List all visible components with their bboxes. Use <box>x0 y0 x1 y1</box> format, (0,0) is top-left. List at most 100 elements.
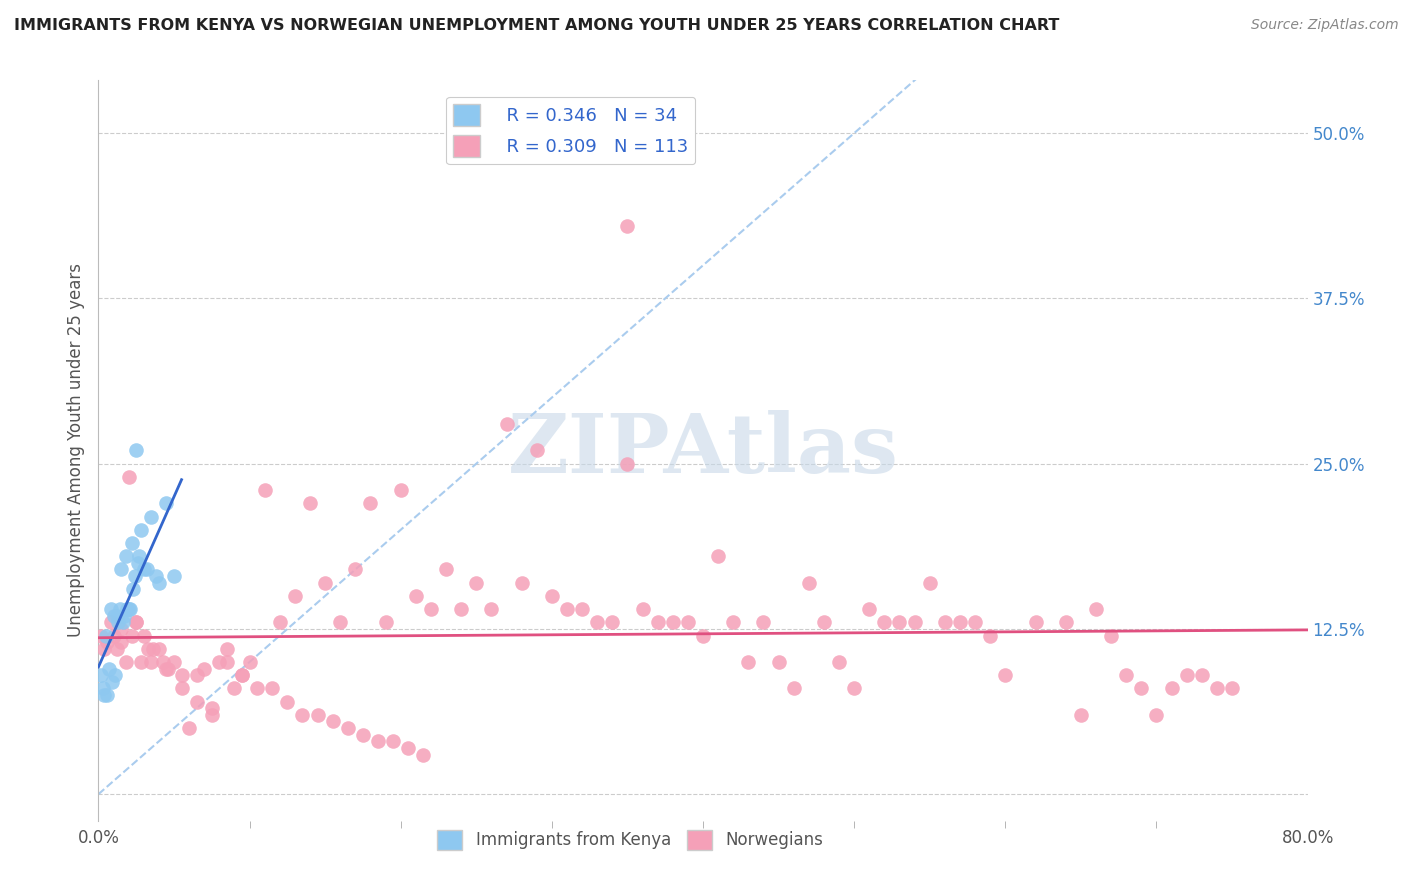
Point <box>307 707 329 722</box>
Point <box>367 734 389 748</box>
Point <box>1115 668 1137 682</box>
Point <box>122 582 145 597</box>
Point <box>602 615 624 630</box>
Text: IMMIGRANTS FROM KENYA VS NORWEGIAN UNEMPLOYMENT AMONG YOUTH UNDER 25 YEARS CORRE: IMMIGRANTS FROM KENYA VS NORWEGIAN UNEMP… <box>14 18 1060 33</box>
Point <box>873 615 896 630</box>
Point <box>125 615 148 630</box>
Point <box>239 655 262 669</box>
Point <box>707 549 730 564</box>
Y-axis label: Unemployment Among Youth under 25 years: Unemployment Among Youth under 25 years <box>66 263 84 638</box>
Point <box>253 483 276 497</box>
Point <box>1070 707 1092 722</box>
Point <box>120 602 142 616</box>
Point <box>125 615 148 630</box>
Point <box>91 681 114 696</box>
Point <box>93 641 115 656</box>
Point <box>510 575 533 590</box>
Point <box>141 655 163 669</box>
Point <box>124 569 146 583</box>
Point <box>107 615 129 630</box>
Point <box>148 641 170 656</box>
Point <box>813 615 835 630</box>
Point <box>121 536 143 550</box>
Point <box>155 662 177 676</box>
Point <box>616 457 638 471</box>
Point <box>360 496 382 510</box>
Point <box>114 549 136 564</box>
Point <box>382 734 405 748</box>
Point <box>1144 707 1167 722</box>
Point <box>918 575 941 590</box>
Point <box>768 655 790 669</box>
Point <box>231 668 253 682</box>
Point <box>949 615 972 630</box>
Point <box>246 681 269 696</box>
Point <box>108 602 131 616</box>
Point <box>104 668 127 682</box>
Point <box>336 721 359 735</box>
Point <box>101 674 124 689</box>
Point <box>647 615 669 630</box>
Point <box>112 608 135 623</box>
Point <box>737 655 759 669</box>
Point <box>135 562 157 576</box>
Point <box>934 615 956 630</box>
Point <box>405 589 427 603</box>
Point <box>586 615 609 630</box>
Point <box>291 707 314 722</box>
Point <box>155 496 177 510</box>
Point <box>128 549 150 564</box>
Point <box>828 655 851 669</box>
Point <box>110 622 132 636</box>
Point <box>284 589 307 603</box>
Point <box>105 608 128 623</box>
Point <box>465 575 488 590</box>
Point <box>132 562 155 576</box>
Point <box>148 575 170 590</box>
Point <box>96 635 118 649</box>
Point <box>96 688 118 702</box>
Point <box>201 701 224 715</box>
Point <box>111 615 134 630</box>
Point <box>231 668 253 682</box>
Point <box>844 681 866 696</box>
Point <box>420 602 443 616</box>
Point <box>100 615 122 630</box>
Point <box>115 602 138 616</box>
Point <box>481 602 503 616</box>
Point <box>215 655 238 669</box>
Point <box>129 655 152 669</box>
Point <box>374 615 396 630</box>
Point <box>201 707 224 722</box>
Point <box>965 615 987 630</box>
Point <box>105 641 128 656</box>
Point <box>186 695 208 709</box>
Point <box>994 668 1017 682</box>
Point <box>141 509 163 524</box>
Point <box>979 629 1001 643</box>
Point <box>269 615 291 630</box>
Point <box>540 589 562 603</box>
Point <box>145 569 167 583</box>
Point <box>136 641 159 656</box>
Point <box>100 602 122 616</box>
Point <box>858 602 880 616</box>
Point <box>125 443 148 458</box>
Point <box>434 562 457 576</box>
Point <box>389 483 412 497</box>
Point <box>322 714 344 729</box>
Point <box>661 615 683 630</box>
Point <box>93 688 115 702</box>
Point <box>262 681 284 696</box>
Point <box>224 681 246 696</box>
Point <box>90 629 112 643</box>
Point <box>179 721 201 735</box>
Point <box>495 417 517 431</box>
Point <box>1175 668 1198 682</box>
Point <box>1220 681 1243 696</box>
Point <box>186 668 208 682</box>
Point <box>329 615 352 630</box>
Point <box>783 681 806 696</box>
Point <box>118 602 141 616</box>
Point <box>1024 615 1046 630</box>
